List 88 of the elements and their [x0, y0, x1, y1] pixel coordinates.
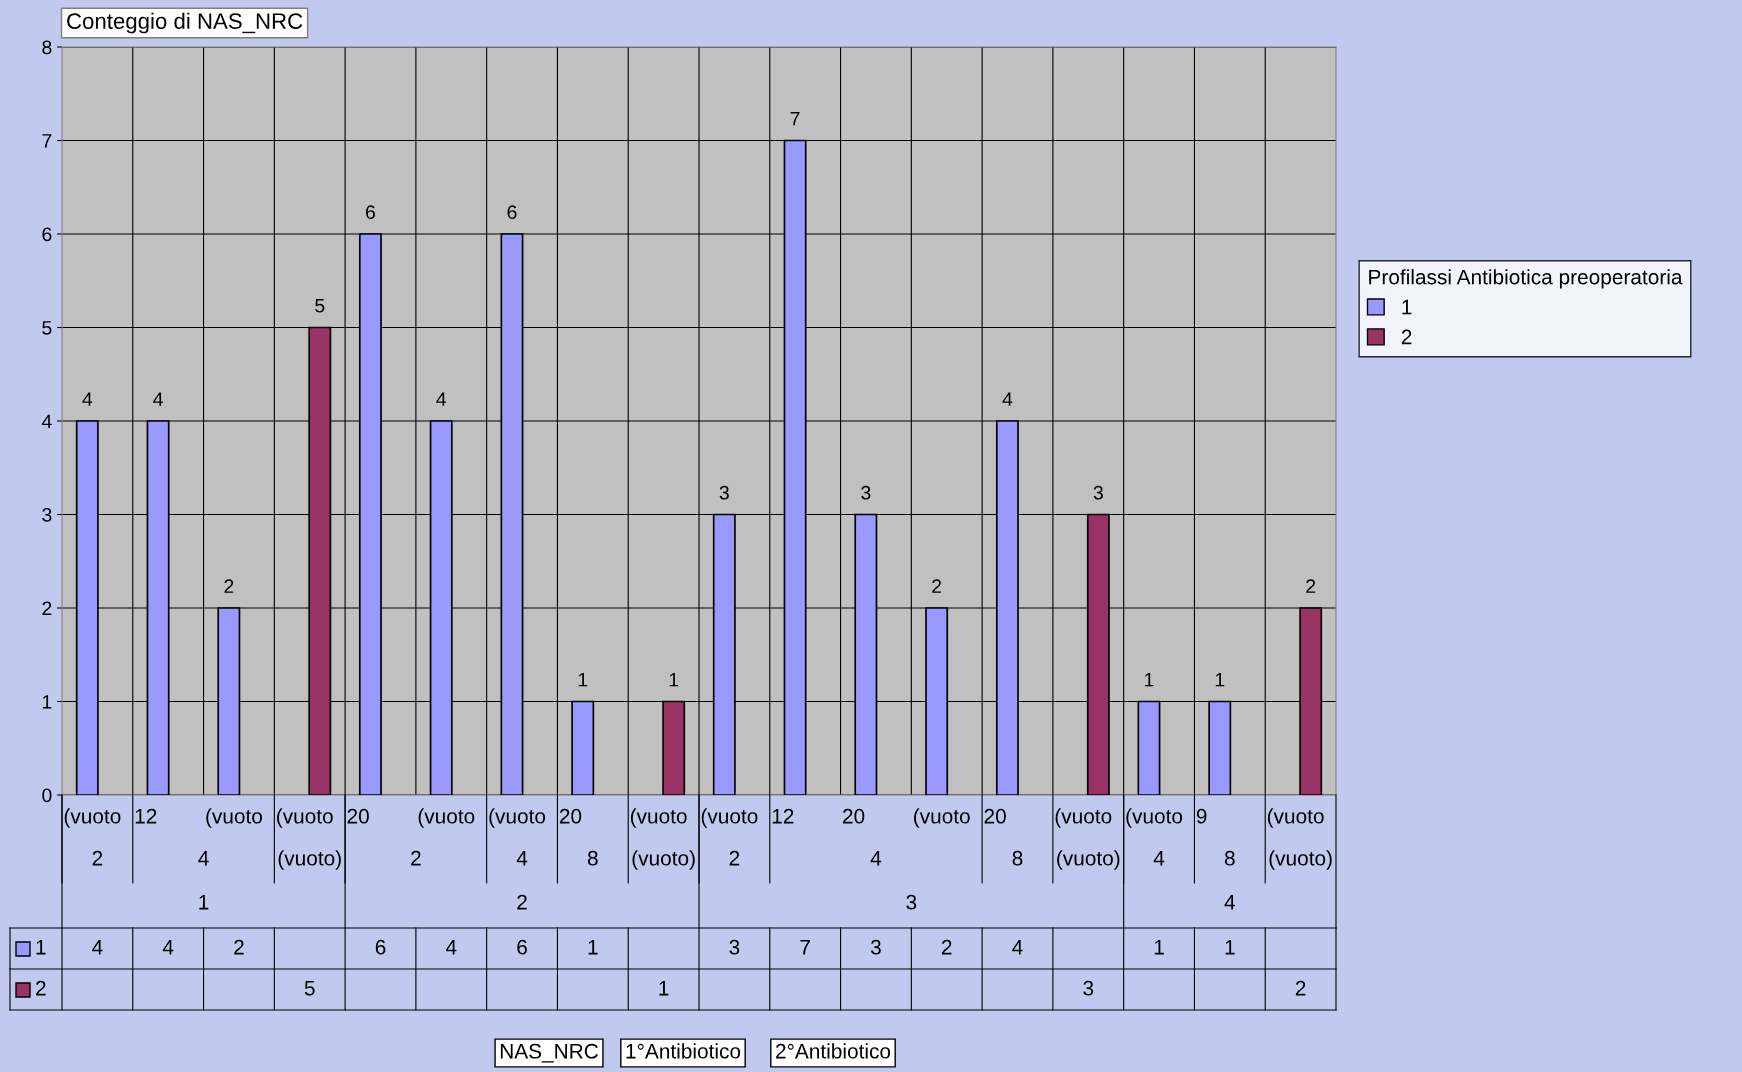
- data-label: 2: [234, 939, 244, 955]
- text: 2: [729, 850, 740, 866]
- data-label: 3: [870, 939, 881, 955]
- data-label: 6: [517, 939, 527, 955]
- annotation: 2: [932, 579, 942, 593]
- x-tick-label: (vuoto: [206, 808, 262, 828]
- annotation: 4: [436, 392, 447, 406]
- chart-title: Conteggio di NAS_NRC: [67, 12, 303, 34]
- text: 2°Antibiotico: [776, 1043, 891, 1059]
- text: 6: [366, 205, 375, 220]
- text: NAS_NRC: [500, 1043, 598, 1063]
- annotation: 2: [224, 579, 234, 593]
- text: 1: [669, 672, 679, 687]
- x-tick-label: (vuoto: [630, 808, 687, 828]
- annotation: 1: [578, 672, 588, 687]
- data-label: 3: [729, 939, 740, 955]
- text: 1: [1145, 672, 1154, 687]
- text: 1°Antibiotico: [626, 1043, 741, 1059]
- data-label: 1: [588, 940, 598, 955]
- legend-title: Profilassi Antibiotica preoperatoria: [1369, 269, 1683, 289]
- text: 6: [507, 205, 517, 220]
- text: (vuoto): [1269, 850, 1332, 870]
- data-label: 5: [304, 981, 315, 996]
- text: 4: [870, 851, 882, 866]
- data-label: 2: [941, 939, 952, 955]
- x-tick-label: (vuoto: [914, 808, 970, 828]
- data-label: 6: [375, 939, 386, 955]
- legend-label: 2: [1401, 329, 1412, 345]
- text: 3: [861, 485, 871, 500]
- text: 8: [1012, 850, 1023, 866]
- annotation: 4: [1002, 392, 1013, 406]
- x-tick-label: (vuoto: [1267, 808, 1324, 828]
- annotation: 4: [153, 392, 163, 406]
- x-tick-label: 20: [843, 808, 865, 824]
- x-tick-label: 20: [984, 808, 1006, 824]
- x-tick-label: 20: [559, 808, 582, 824]
- data-label: 7: [800, 940, 810, 955]
- text: (vuoto): [278, 850, 341, 870]
- data-label: 4: [1012, 940, 1023, 955]
- x-tick-label: 9: [1196, 808, 1207, 824]
- y-tick-label: 5: [42, 321, 52, 335]
- x-tick-label: (vuoto: [489, 808, 546, 828]
- annotation: 4: [82, 392, 93, 406]
- text: 4: [516, 851, 528, 866]
- data-label: 1: [1154, 940, 1164, 955]
- x-tick-label: (vuoto: [277, 808, 333, 828]
- x-tick-label: (vuoto: [1055, 808, 1112, 828]
- text: 2: [411, 850, 421, 866]
- y-tick-label: 7: [42, 134, 52, 148]
- text: (vuoto): [632, 850, 695, 870]
- data-label: 3: [1083, 980, 1094, 996]
- text: (vuoto): [1057, 850, 1120, 870]
- data-label: 4: [162, 940, 174, 955]
- x-tick-label: 12: [135, 808, 157, 824]
- y-tick-label: 0: [42, 788, 52, 803]
- text: 4: [1153, 851, 1165, 866]
- text: 5: [315, 298, 325, 313]
- x-tick-label: (vuoto: [1126, 808, 1183, 828]
- x-tick-label: 20: [347, 808, 369, 824]
- category-label: 1: [1402, 299, 1412, 315]
- data-label: 2: [1295, 980, 1306, 996]
- text: 3: [906, 894, 917, 910]
- data-label: 1: [1225, 940, 1235, 955]
- data-label: 1: [659, 981, 669, 996]
- text: 4: [198, 851, 209, 866]
- text: 1: [1215, 672, 1225, 687]
- x-tick-label: (vuoto: [418, 808, 475, 828]
- text: 4: [1224, 895, 1236, 910]
- x-tick-label: (vuoto: [64, 808, 121, 828]
- text: 2: [517, 894, 527, 910]
- data-label: 4: [445, 940, 457, 955]
- y-tick-label: 4: [41, 414, 52, 429]
- text: 3: [1093, 485, 1103, 500]
- text: 8: [1224, 850, 1235, 866]
- text: 7: [790, 111, 800, 126]
- text: 2: [92, 850, 103, 866]
- y-tick-label: 1: [42, 695, 52, 709]
- annotation: 2: [1306, 579, 1316, 593]
- y-tick-label: 2: [42, 601, 52, 616]
- x-tick-label: (vuoto: [701, 808, 758, 828]
- text: 8: [587, 850, 598, 866]
- text: 1: [199, 895, 209, 910]
- x-tick-label: 12: [772, 808, 794, 824]
- annotation: 3: [719, 485, 729, 500]
- data-label: 4: [92, 940, 103, 955]
- y-tick-label: 6: [42, 227, 52, 242]
- y-tick-label: 8: [42, 40, 52, 55]
- y-tick-label: 3: [42, 507, 52, 522]
